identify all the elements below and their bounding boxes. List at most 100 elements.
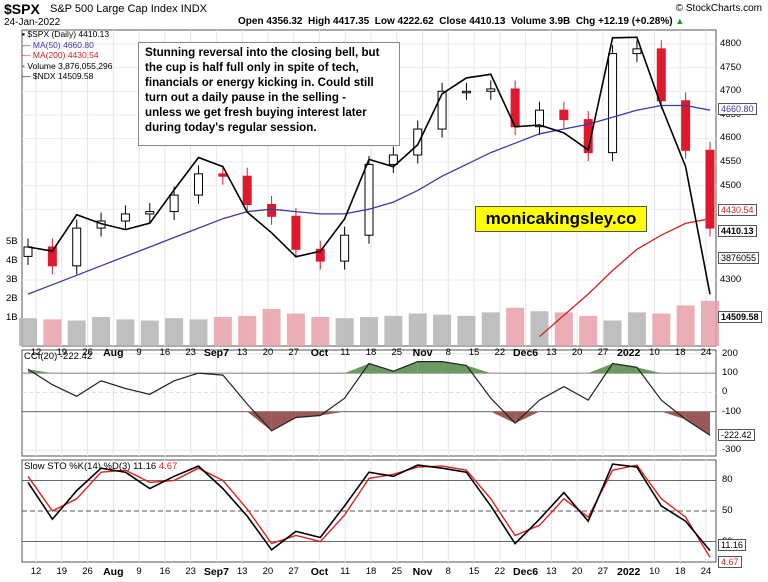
sto-k-legend: 11.16 [133, 461, 159, 472]
volume-bar [238, 315, 257, 346]
x-tick-label-top: 11 [340, 347, 351, 358]
exchange-label: INDX [180, 3, 207, 15]
price-axis-label: 4500 [720, 179, 742, 191]
cci-legend: CCI(20) -222.42 [24, 351, 93, 362]
open-value: Open 4356.32 [238, 16, 303, 27]
x-tick-label-top: 19 [56, 347, 68, 358]
sto-k-value-box: 11.16 [718, 538, 746, 551]
ndx-value-box: 14509.58 [718, 311, 762, 323]
x-tick-label-bottom: 2022 [617, 566, 641, 578]
candle-body [267, 204, 277, 217]
x-tick-label-top: 12 [30, 347, 42, 358]
candle-body [608, 53, 618, 154]
candle-body [461, 90, 471, 94]
x-tick-label-bottom: 11 [340, 566, 351, 577]
price-axis-label: 4600 [720, 132, 742, 144]
date-label: 24-Jan-2022 [4, 17, 61, 28]
x-tick-label-bottom: 8 [445, 566, 451, 577]
cci-value-box: -222.42 [718, 429, 755, 442]
x-tick-label-bottom: 12 [30, 566, 42, 577]
legend-ndx: — $NDX 14509.58 [22, 71, 94, 81]
candle-body [656, 48, 666, 102]
cci-positive-fill [466, 365, 491, 374]
annotation-box: Stunning reversal into the closing bell,… [138, 42, 400, 146]
volume-axis-label: 5B [6, 236, 18, 247]
candle-body [388, 154, 398, 165]
x-tick-label-top: 9 [136, 347, 142, 358]
candle-body [72, 227, 82, 267]
volume-bar [311, 317, 330, 346]
volume-bar [579, 315, 598, 346]
candle-body [120, 213, 130, 222]
price-legend: ▪ $SPX (Daily) 4410.13 — MA(50) 4660.80 … [22, 29, 112, 82]
candle-body [242, 175, 252, 206]
x-tick-label-bottom: 15 [468, 566, 480, 577]
candle-body [559, 109, 569, 121]
x-tick-label-top: Nov [412, 347, 433, 359]
x-tick-label-top: 27 [288, 347, 299, 358]
volume-bar [530, 311, 549, 346]
annotation-line: during today's regular session. [145, 121, 317, 134]
candle-body [632, 48, 642, 55]
sto-legend-prefix: Slow STO %K(14) %D(3) [24, 461, 134, 472]
volume-bar [554, 312, 573, 346]
x-tick-label-top: Sep7 [203, 347, 229, 359]
ma200-value-box: 4430.54 [718, 204, 757, 217]
x-tick-label-top: 18 [365, 347, 377, 358]
change-arrow-icon: ▲ [675, 16, 685, 26]
x-tick-label-top: 10 [649, 347, 660, 358]
x-tick-label-bottom: 25 [391, 566, 403, 577]
sto-d-value-box: 4.67 [718, 555, 742, 568]
legend-spx: ▪ $SPX (Daily) 4410.13 [22, 29, 110, 39]
change-value: Chg +12.19 (+0.28%) [575, 16, 673, 27]
price-axis-label: 4700 [720, 85, 742, 97]
cci-negative-fill [685, 411, 710, 436]
volume-bar [627, 312, 646, 346]
cci-positive-fill [612, 363, 637, 374]
x-tick-label-bottom: 18 [674, 566, 686, 577]
volume-bar [213, 317, 232, 346]
volume-bar [116, 319, 135, 346]
volume-axis-label: 2B [6, 293, 18, 304]
legend-ma200: — MA(200) 4430.54 [22, 50, 99, 60]
volume-bar [262, 308, 281, 346]
candle-body [340, 234, 350, 262]
x-tick-label-bottom: Nov [412, 566, 433, 578]
candle-body [705, 149, 715, 229]
x-tick-label-bottom: 23 [185, 566, 196, 577]
x-tick-label-bottom: Sep7 [203, 566, 229, 578]
candle-body [291, 215, 301, 250]
volume-bar [506, 307, 525, 346]
volume-bar [701, 300, 719, 346]
volume-bar [676, 305, 695, 346]
x-tick-label-top: 15 [468, 347, 480, 358]
cci-axis-label: -300 [722, 444, 742, 456]
cci-negative-fill [320, 411, 345, 416]
ohlc-readout: Open 4356.32 High 4417.35 Low 4222.62 Cl… [238, 16, 684, 27]
volume-bar [603, 320, 622, 346]
cci-negative-fill [247, 411, 272, 431]
cci-negative-fill [271, 411, 296, 431]
x-tick-label-bottom: 19 [56, 566, 68, 577]
cci-positive-fill [636, 367, 662, 374]
cci-axis-label: 0 [722, 386, 728, 398]
candle-body [413, 128, 423, 156]
ma50-value-box: 4660.80 [718, 102, 757, 115]
x-tick-label-bottom: 20 [262, 566, 274, 577]
volume-axis-label: 4B [6, 255, 18, 266]
cci-axis-label: 100 [722, 367, 738, 379]
candle-body [47, 246, 57, 267]
x-tick-label-bottom: Oct [310, 566, 329, 578]
x-tick-label-bottom: Dec6 [513, 566, 539, 578]
x-tick-label-bottom: 26 [82, 566, 93, 577]
volume-bar [43, 319, 62, 346]
candle-body [169, 194, 179, 213]
price-axis-label: 4750 [720, 61, 742, 73]
x-tick-label-top: 26 [82, 347, 93, 358]
ma50-line [27, 104, 711, 295]
x-tick-label-top: 18 [674, 347, 686, 358]
annotation-line: financials or energy kicking in. Could s… [145, 76, 374, 89]
price-axis-label: 4800 [720, 38, 742, 50]
x-tick-label-top: 2022 [617, 347, 641, 359]
